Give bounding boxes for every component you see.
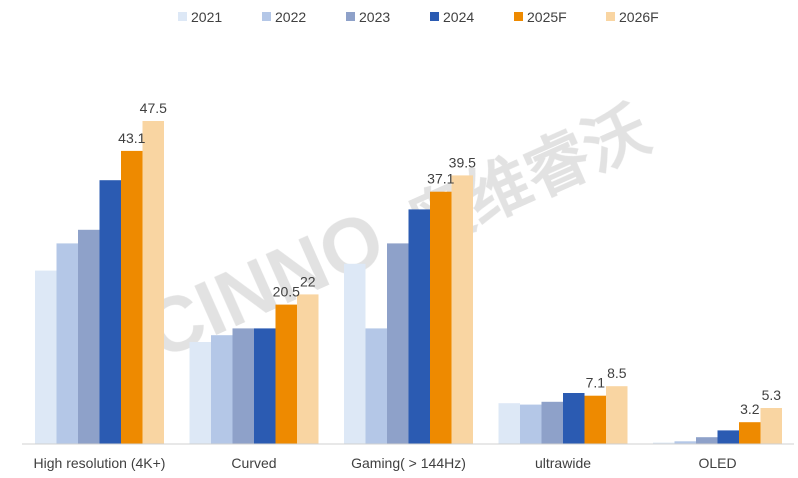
data-labels: 43.1 47.5 20.522 37.139.5 7.18.5 3.25.3 <box>118 100 781 417</box>
x-tick-high-resolution-4k: High resolution (4K+) <box>34 455 166 471</box>
bar-oled-2023 <box>696 437 718 444</box>
bar-high-resolution-4k-2021 <box>35 270 57 444</box>
bar-ultrawide-2021 <box>498 403 520 444</box>
data-label-gaming-144hz-2025f: 37.1 <box>427 171 454 187</box>
bar-oled-2024 <box>717 430 739 444</box>
data-label-oled-2025f: 3.2 <box>740 401 760 417</box>
legend-swatch-2021 <box>178 12 187 21</box>
legend-label-2021: 2021 <box>191 9 222 25</box>
data-label-curved-2026f: 22 <box>300 273 316 289</box>
bar-curved-2026f <box>297 294 319 444</box>
legend-swatch-2025f <box>514 12 523 21</box>
legend-label-2023: 2023 <box>359 9 390 25</box>
bar-oled-2026f <box>760 408 782 444</box>
legend-label-2024: 2024 <box>443 9 474 25</box>
legend-label-2025f: 2025F <box>527 9 567 25</box>
data-label-ultrawide-2025f: 7.1 <box>586 375 606 391</box>
bar-curved-2023 <box>232 328 254 444</box>
bar-ultrawide-2022 <box>520 404 542 444</box>
data-label-high-resolution-4k-2026f: 47.5 <box>140 100 167 116</box>
x-tick-curved: Curved <box>231 455 276 471</box>
bar-ultrawide-2023 <box>541 401 563 444</box>
bar-gaming-144hz-2023 <box>387 243 409 444</box>
bar-curved-2022 <box>211 335 233 444</box>
bar-oled-2021 <box>653 442 675 444</box>
data-label-high-resolution-4k-2025f: 43.1 <box>118 130 145 146</box>
legend-swatch-2023 <box>346 12 355 21</box>
bar-gaming-144hz-2022 <box>365 328 387 444</box>
x-tick-ultrawide: ultrawide <box>535 455 591 471</box>
legend-label-2022: 2022 <box>275 9 306 25</box>
bar-ultrawide-2025f <box>584 395 606 444</box>
data-label-oled-2026f: 5.3 <box>762 387 782 403</box>
bar-oled-2025f <box>739 422 761 444</box>
bar-high-resolution-4k-2026f <box>142 121 164 444</box>
bar-high-resolution-4k-2024 <box>99 180 121 444</box>
x-tick-oled: OLED <box>698 455 736 471</box>
bar-oled-2022 <box>674 441 696 444</box>
data-label-curved-2025f: 20.5 <box>273 284 300 300</box>
bar-high-resolution-4k-2023 <box>78 229 100 444</box>
data-label-ultrawide-2026f: 8.5 <box>607 365 627 381</box>
bar-curved-2024 <box>254 328 276 444</box>
legend-label-2026f: 2026F <box>619 9 659 25</box>
legend-swatch-2024 <box>430 12 439 21</box>
bar-high-resolution-4k-2022 <box>56 243 78 444</box>
legend-swatch-2026f <box>606 12 615 21</box>
bar-gaming-144hz-2024 <box>408 209 430 444</box>
legend: 2021 2022 2023 2024 2025F 2026F <box>178 9 659 25</box>
bar-curved-2025f <box>275 304 297 444</box>
x-tick-labels: High resolution (4K+) Curved Gaming( > 144… <box>34 455 737 471</box>
bar-gaming-144hz-2026f <box>451 175 473 444</box>
bar-curved-2021 <box>189 342 211 444</box>
bar-high-resolution-4k-2025f <box>121 150 143 444</box>
bar-ultrawide-2024 <box>563 393 585 444</box>
bar-ultrawide-2026f <box>606 386 628 444</box>
data-label-gaming-144hz-2026f: 39.5 <box>449 154 476 170</box>
x-tick-gaming-144hz: Gaming( > 144Hz) <box>351 455 466 471</box>
bar-gaming-144hz-2021 <box>344 263 366 444</box>
bars <box>35 121 782 444</box>
bar-gaming-144hz-2025f <box>430 191 452 444</box>
legend-swatch-2022 <box>262 12 271 21</box>
